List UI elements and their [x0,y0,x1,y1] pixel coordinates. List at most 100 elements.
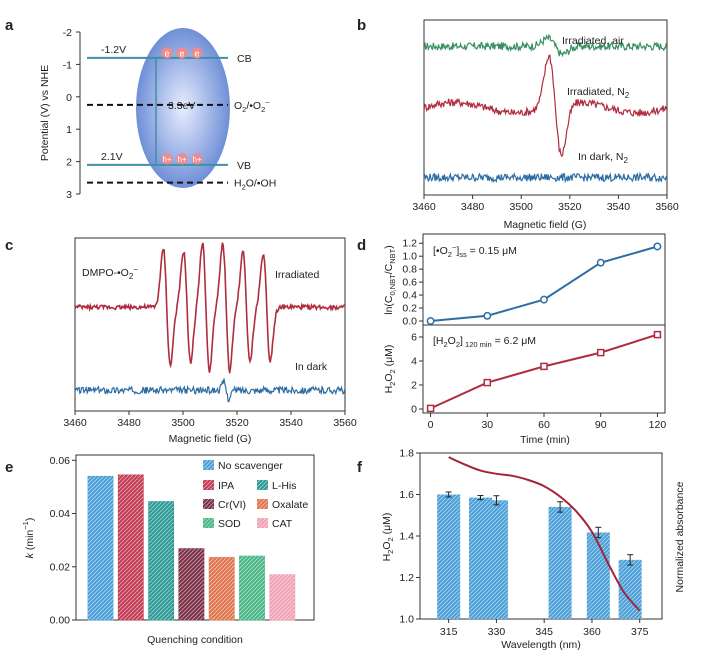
panel-a-bands: CB -1.2V VB 2.1V [87,44,252,172]
panel-d-ticks: 0 30 60 90 120 0.00.20.40.60.81.01.2 0 2 4 6 [402,238,666,431]
panel-label-e: e [5,459,13,476]
panel-b-x-tick-label: 3500 [510,201,534,213]
panel-e-legend-swatch-hatch [203,480,214,490]
panel-e-y-tick-label: 0.00 [50,615,71,627]
panel-d-x-tick-label: 60 [538,419,550,431]
panel-f-y-tick-label: 1.6 [399,489,414,501]
panel-d-x-tick-label: 30 [481,419,493,431]
panel-f-y-tick-label: 1.0 [399,614,414,626]
panel-d-point [653,242,662,251]
panel-d-y-tick-label: 0.8 [402,264,417,276]
panel-label-a: a [5,17,14,34]
panel-a-hole [161,153,173,165]
panel-d-point [540,295,548,304]
panel-e-legend-swatch-hatch [203,460,214,470]
panel-a-y-tick-label: 1 [66,124,72,136]
panel-b-series-line-0 [423,33,667,58]
panel-c-label-irradiated: Irradiated [275,269,320,281]
panel-e-y-tick-label: 0.06 [50,455,71,467]
panel-e-legend-label: SOD [218,518,241,530]
panel-d-upper-y-label: ln(C0,NBT/CNBT) [383,245,397,315]
panel-b-series-line-2 [423,171,667,184]
panel-a-hole-label: h+ [192,155,201,164]
panel-label-b: b [357,17,366,34]
panel-a-band-potential-vb: 2.1V [101,151,123,163]
panel-a-redox-levels: O2/•O2− H2O/•OH [87,98,276,192]
panel-e-legend-label: L-His [272,480,297,492]
panel-f-bar-hatch [548,506,572,619]
panel-d-y-tick-label: 0 [411,404,417,416]
panel-e-bar-hatch [178,548,204,620]
panel-d-y-tick-label: 0.0 [402,316,417,328]
panel-a-carriers: e e eh+ h+ h+ [161,47,203,165]
panel-e-legend-label: Oxalate [272,499,308,511]
panel-d-x-tick-label: 120 [649,419,667,431]
panel-e-y-tick-label: 0.04 [50,508,71,520]
panel-e-legend: No scavenger IPA L-His Cr(VI) Oxalate SOD CAT [203,460,308,530]
panel-c-x-tick-label: 3560 [333,417,357,429]
panel-a-y-ticks: -2 -1 0 1 2 3 [63,27,80,201]
panel-e-legend-swatch-hatch [257,499,268,509]
panel-d-y-tick-label: 1.0 [402,251,417,263]
panel-f-x-tick-label: 345 [535,626,553,638]
panel-f-x-tick-label: 360 [583,626,601,638]
panel-f-ticks: 1.0 1.2 1.4 1.6 1.8 315 330 345 360 375 [399,448,648,639]
panel-b-x-ticks: 3460 3480 3500 3520 3540 3560 [412,195,679,213]
panel-c-label-dark: In dark [295,361,328,373]
panel-d-y-tick-label: 0.4 [402,290,417,302]
panel-a-band-potential-cb: -1.2V [101,44,126,56]
panel-c-series-line-1 [74,378,346,403]
panel-e-legend-label: IPA [218,480,234,492]
panel-d-x-tick-label: 90 [595,419,607,431]
panel-a-hole-label: h+ [177,155,186,164]
panel-a-hole [191,153,203,165]
panel-f-bar-hatch [437,494,461,619]
panel-d-point [653,330,662,339]
panel-a-y-tick-label: -2 [63,27,72,39]
panel-a-electron-label: e [164,48,169,58]
panel-f-y2-axis-label: Normalized absorbance [674,481,686,592]
panel-e-y-tick-label: 0.02 [50,561,71,573]
panel-f-y-tick-label: 1.8 [399,448,414,460]
panel-f-wavelength: 1.0 1.2 1.4 1.6 1.8 315 330 345 360 375 H2O2 (μM)… [381,448,686,652]
panel-d-series [426,242,662,413]
panel-b-series [423,33,667,184]
panel-c-series [74,242,346,403]
panel-b-x-axis-label: Magnetic field (G) [504,219,587,231]
panel-e-bar-hatch [88,476,113,620]
panel-c-x-ticks: 3460 3480 3500 3520 3540 3560 [63,411,357,429]
panel-a-semiconductor-ellipse [136,28,230,188]
panel-d-y-tick-label: 4 [411,356,417,368]
panel-a-redox-label: O2/•O2− [234,98,270,114]
panel-e-bar-hatch [209,557,235,620]
panel-a-electron-label: e [194,48,199,58]
panel-d-kinetics: 0 30 60 90 120 0.00.20.40.60.81.01.2 0 2 4 6 ln(C… [383,233,666,446]
panel-d-lower-y-label: H2O2 (μM) [383,345,397,394]
panel-a-gap-label: 3.3eV [168,100,195,112]
panel-a-hole-label: h+ [162,155,171,164]
panel-c-x-axis-label: Magnetic field (G) [169,433,252,445]
panel-b-x-tick-label: 3460 [412,201,436,213]
panel-d-y-tick-label: 1.2 [402,238,417,250]
panel-b-x-tick-label: 3560 [655,201,679,213]
panel-e-bars [87,474,296,621]
panel-d-point [483,378,492,387]
panel-a-y-tick-label: 3 [66,189,72,201]
panel-d-point [426,404,435,413]
panel-label-d: d [357,237,366,254]
panel-f-x-tick-label: 375 [631,626,649,638]
panel-d-point [426,317,435,325]
panel-e-legend-swatch-hatch [257,518,268,528]
panel-a-electron [176,47,188,59]
panel-f-x-tick-label: 330 [488,626,506,638]
panel-b-label-dark-n2: In dark, N2 [578,151,629,165]
panel-c-dmpo-spectra: 3460 3480 3500 3520 3540 3560 Magnetic field … [63,237,357,445]
panel-a-redox-label: H2O/•OH [234,178,276,192]
panel-d-point [596,348,605,357]
panel-b-label-irradiated-air: Irradiated, air [562,35,624,47]
panel-f-bar-hatch [618,559,642,619]
panel-d-point [483,311,492,320]
panel-e-legend-swatch-hatch [257,480,268,490]
panel-f-y-axis-label: H2O2 (μM) [381,513,395,562]
panel-e-y-axis-label: k (min−1) [21,518,36,559]
